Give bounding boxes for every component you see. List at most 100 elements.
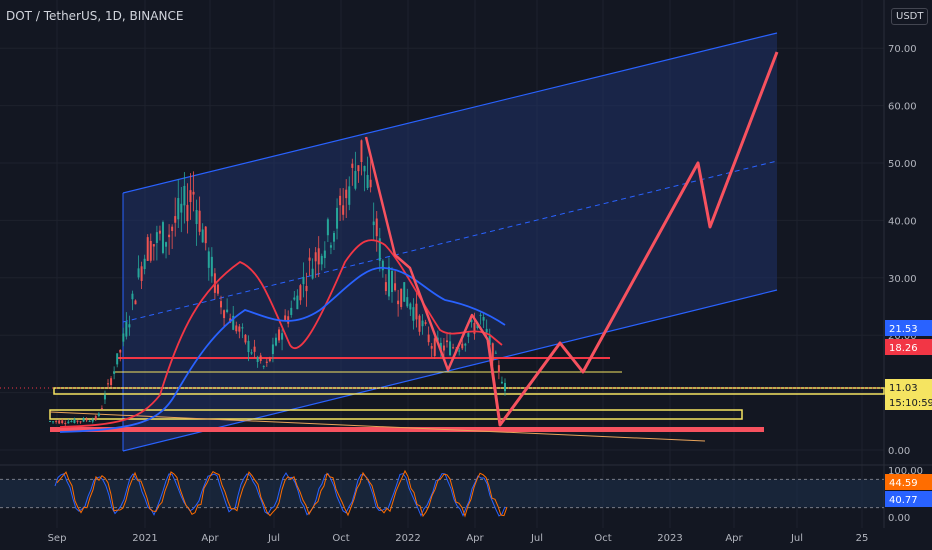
candle-body (293, 297, 296, 300)
time-tick-label: 2023 (657, 533, 682, 544)
candle-body (488, 335, 491, 345)
currency-button[interactable]: USDT (891, 8, 929, 25)
candle-body (186, 204, 189, 222)
candle-body (70, 421, 73, 423)
candle-body (180, 203, 183, 213)
channel-lower-line (122, 289, 778, 452)
candle-body (299, 285, 302, 301)
candle-body (418, 315, 421, 332)
candle-body (336, 207, 339, 229)
candle-body (375, 218, 378, 237)
candle-body (397, 300, 400, 305)
candle-body (125, 321, 128, 337)
candle-body (357, 165, 360, 172)
price-tag-bg (885, 320, 932, 336)
candle-body (140, 266, 143, 281)
symbol-title: DOT / TetherUS, 1D, BINANCE (6, 9, 184, 23)
candle-body (220, 301, 223, 308)
candle-body (427, 334, 430, 343)
candle-body (113, 371, 116, 374)
candle-body (500, 381, 503, 384)
candle-body (85, 419, 88, 421)
candle-body (461, 343, 464, 349)
candle-body (192, 191, 195, 195)
candle-body (320, 255, 323, 265)
candle-body (287, 316, 290, 324)
candle-body (317, 248, 320, 265)
price-tag-bg (885, 379, 932, 395)
time-tick-label: Apr (201, 533, 219, 544)
candle-body (406, 297, 409, 307)
candle-body (103, 394, 106, 400)
candle-body (433, 338, 436, 356)
candle-body (391, 270, 394, 293)
candle-body (415, 303, 418, 320)
rsi-tick-label: 100.00 (888, 466, 923, 477)
candle-body (152, 244, 155, 247)
rsi-tick-label: 0.00 (888, 513, 910, 524)
candle-body (155, 232, 158, 243)
candle-body (265, 361, 268, 363)
candle-body (195, 209, 198, 225)
price-tick-label: 70.00 (888, 44, 917, 55)
time-tick-label: Jul (530, 533, 543, 544)
candle-body (400, 288, 403, 307)
candle-body (311, 268, 314, 279)
candle-body (134, 300, 137, 305)
candle-body (82, 418, 85, 422)
time-tick-label: 25 (856, 533, 869, 544)
price-axis: 0.0010.0020.0030.0040.0050.0060.0070.000… (888, 44, 923, 524)
candle-body (424, 322, 427, 324)
candle-body (332, 232, 335, 242)
candle-body (177, 198, 180, 220)
candle-body (119, 349, 122, 353)
candle-body (473, 322, 476, 334)
candle-body (238, 326, 241, 332)
support-zone-2 (49, 409, 743, 420)
price-tick-label: 60.00 (888, 102, 917, 113)
candle-body (244, 334, 247, 343)
candle-body (128, 324, 131, 328)
candle-body (268, 357, 271, 362)
price-tag-label: 15:10:59 (889, 398, 932, 409)
candle-body (116, 353, 119, 365)
candle-body (122, 333, 125, 342)
projection-line (486, 51, 779, 427)
candle-body (284, 315, 287, 321)
candle-body (183, 185, 186, 206)
candle-body (52, 421, 55, 423)
time-tick-label: Apr (725, 533, 743, 544)
time-tick-label: Oct (594, 533, 611, 544)
candle-body (308, 257, 311, 261)
time-tick-label: 2022 (395, 533, 420, 544)
price-tick-label: 30.00 (888, 274, 917, 285)
time-axis: Sep 2021 Apr Jul Oct 2022 Apr Jul Oct 2023 Apr Jul 2… (48, 533, 869, 544)
candle-body (387, 266, 390, 297)
rsi-d-line (56, 469, 508, 518)
candle-body (342, 205, 345, 215)
candle-body (100, 408, 103, 410)
candle-body (369, 179, 372, 188)
candle-body (67, 421, 70, 424)
candle-body (174, 216, 177, 223)
candle-body (339, 195, 342, 206)
candle-body (250, 352, 253, 354)
candle-body (421, 320, 424, 327)
candle-body (372, 221, 375, 226)
candle-body (146, 237, 149, 261)
price-tag-label: 11.03 (889, 383, 918, 394)
price-tags: 21.53 18.26 11.03 15:10:59 44.59 40.77 (885, 320, 932, 507)
rsi-band (0, 479, 884, 508)
candle-body (394, 283, 397, 291)
price-tick-label: 0.00 (888, 446, 910, 457)
time-tick-label: Sep (48, 533, 67, 544)
candle-body (79, 421, 82, 423)
ascending-channel (122, 32, 778, 452)
candle-body (73, 418, 76, 423)
time-tick-label: Oct (332, 533, 349, 544)
candle-body (131, 293, 134, 300)
candle-body (64, 422, 67, 424)
candle-body (494, 352, 497, 354)
candle-body (491, 343, 494, 361)
